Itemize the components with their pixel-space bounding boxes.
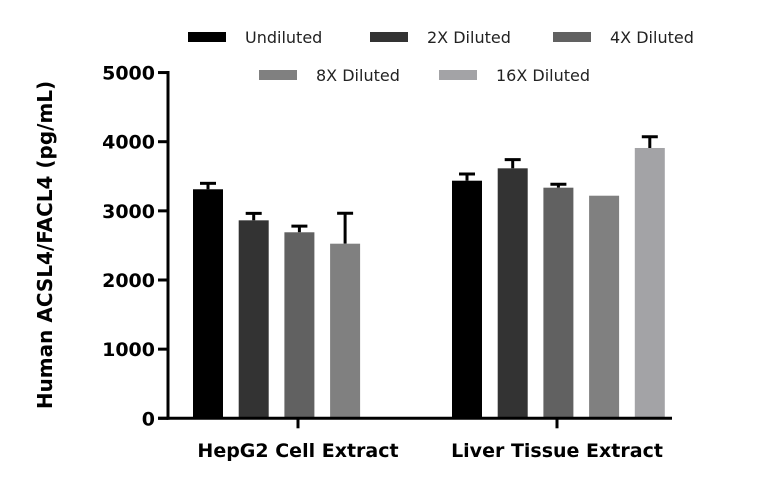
legend-swatch — [188, 32, 226, 42]
legend-label: Undiluted — [245, 28, 322, 47]
y-tick-label: 2000 — [102, 270, 155, 292]
legend-swatch — [553, 32, 591, 42]
bar — [238, 220, 269, 419]
legend-label: 8X Diluted — [316, 66, 400, 85]
y-tick-label: 4000 — [102, 132, 155, 154]
legend-swatch — [259, 70, 297, 80]
legend-label: 16X Diluted — [496, 66, 590, 85]
bar — [330, 243, 361, 419]
legend-swatch — [370, 32, 408, 42]
y-tick-label: 0 — [142, 408, 155, 430]
bar — [634, 147, 665, 419]
bar — [497, 168, 528, 419]
bar — [193, 189, 223, 419]
legend-label: 4X Diluted — [610, 28, 694, 47]
bar — [543, 187, 574, 419]
y-tick-label: 3000 — [102, 201, 155, 223]
x-tick-label: HepG2 Cell Extract — [197, 440, 398, 462]
bar — [452, 180, 482, 419]
y-tick-label: 1000 — [102, 339, 155, 361]
y-tick-label: 5000 — [102, 63, 155, 85]
bar — [589, 195, 620, 419]
bar — [284, 232, 315, 419]
y-axis-label: Human ACSL4/FACL4 (pg/mL) — [33, 81, 57, 409]
legend-swatch — [439, 70, 477, 80]
x-tick-label: Liver Tissue Extract — [451, 440, 663, 462]
legend-label: 2X Diluted — [427, 28, 511, 47]
